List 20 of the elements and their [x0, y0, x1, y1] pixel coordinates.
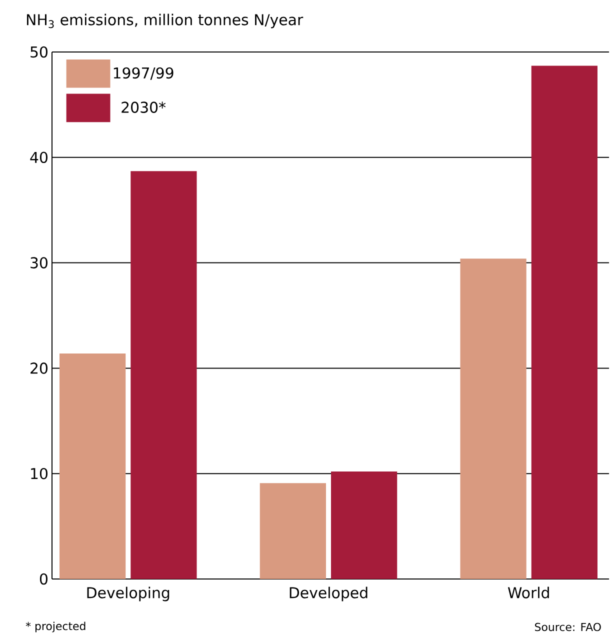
bar: [130, 171, 198, 579]
text: * projected: [26, 622, 86, 632]
x-tick-label: Developed: [290, 586, 368, 602]
y-tick-label: 20: [30, 362, 48, 374]
y-tick-label: 30: [30, 257, 48, 268]
y-tick-label: 50: [30, 46, 48, 58]
bar: [532, 66, 598, 579]
x-tick-label: Developing: [88, 586, 170, 602]
source-note: Source: FAO: [535, 622, 602, 632]
bar: [60, 353, 126, 579]
legend-label: 2030*: [122, 102, 166, 113]
x-tick-label: World: [508, 586, 550, 598]
bar: [460, 258, 527, 579]
bar: [260, 483, 326, 579]
bar: [331, 471, 398, 579]
y-tick-label: 10: [31, 468, 48, 480]
y-tick-label: 0: [40, 573, 48, 585]
y-tick-label: 40: [30, 152, 48, 164]
chart-title: NH$_{3}$ emissions, million tonnes N/year: [27, 14, 304, 28]
legend-label: 1997/99: [114, 67, 174, 80]
